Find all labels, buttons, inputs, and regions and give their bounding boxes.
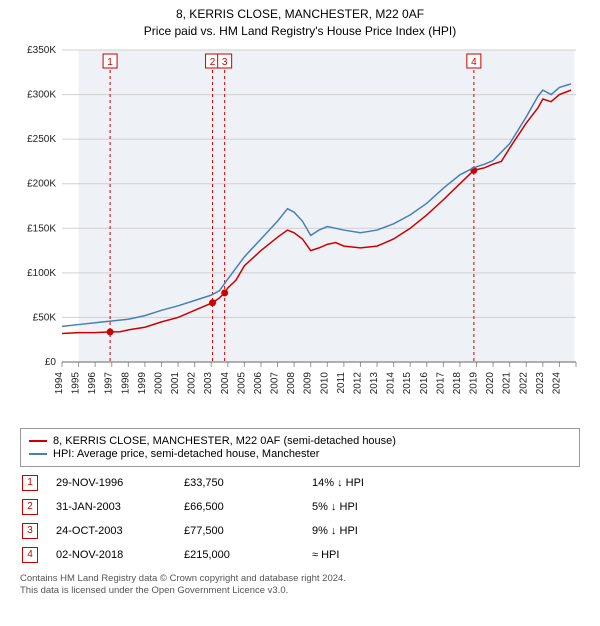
- chart-title: 8, KERRIS CLOSE, MANCHESTER, M22 0AF Pri…: [0, 6, 600, 40]
- svg-text:2002: 2002: [187, 371, 198, 394]
- event-date: 24-OCT-2003: [56, 525, 166, 537]
- svg-text:2011: 2011: [336, 371, 347, 393]
- event-row: 2 31-JAN-2003 £66,500 5% ↓ HPI: [20, 495, 580, 519]
- svg-text:£0: £0: [45, 357, 57, 368]
- svg-text:£50K: £50K: [33, 312, 57, 323]
- svg-text:1997: 1997: [104, 371, 115, 394]
- event-diff: ≈ HPI: [312, 549, 422, 561]
- event-marker: 1: [22, 475, 38, 491]
- svg-text:£100K: £100K: [27, 267, 56, 278]
- legend-swatch: [29, 453, 47, 455]
- title-subtitle: Price paid vs. HM Land Registry's House …: [0, 23, 600, 40]
- event-date: 29-NOV-1996: [56, 477, 166, 489]
- svg-text:2022: 2022: [518, 371, 529, 394]
- svg-text:2023: 2023: [535, 371, 546, 394]
- event-diff: 9% ↓ HPI: [312, 525, 422, 537]
- svg-text:2012: 2012: [352, 371, 363, 394]
- legend-swatch: [29, 440, 47, 442]
- svg-text:2016: 2016: [419, 371, 430, 394]
- svg-text:2008: 2008: [286, 371, 297, 394]
- svg-text:1996: 1996: [87, 371, 98, 394]
- svg-text:2024: 2024: [551, 371, 562, 394]
- event-table: 1 29-NOV-1996 £33,750 14% ↓ HPI 2 31-JAN-2003…: [20, 471, 580, 567]
- svg-text:1995: 1995: [71, 371, 82, 394]
- event-row: 3 24-OCT-2003 £77,500 9% ↓ HPI: [20, 519, 580, 543]
- svg-text:1994: 1994: [54, 371, 65, 394]
- legend-label: 8, KERRIS CLOSE, MANCHESTER, M22 0AF (se…: [53, 435, 396, 447]
- event-diff: 5% ↓ HPI: [312, 501, 422, 513]
- svg-text:£300K: £300K: [27, 89, 56, 100]
- svg-text:2014: 2014: [386, 371, 397, 394]
- svg-text:£250K: £250K: [27, 134, 56, 145]
- chart-svg: £0 £50K £100K £150K £200K £250K £300K £350K 1994…: [20, 46, 580, 422]
- svg-text:2000: 2000: [153, 371, 164, 394]
- event-marker: 2: [22, 499, 38, 515]
- event-price: £66,500: [184, 501, 294, 513]
- legend-row-hpi: HPI: Average price, semi-detached house,…: [29, 448, 571, 460]
- event-diff: 14% ↓ HPI: [312, 477, 422, 489]
- svg-text:2010: 2010: [319, 371, 330, 394]
- event-row: 1 29-NOV-1996 £33,750 14% ↓ HPI: [20, 471, 580, 495]
- svg-text:2007: 2007: [270, 371, 281, 394]
- svg-text:3: 3: [222, 57, 228, 68]
- event-price: £215,000: [184, 549, 294, 561]
- svg-text:2004: 2004: [220, 371, 231, 394]
- attribution-line-1: Contains HM Land Registry data © Crown c…: [20, 573, 580, 586]
- event-marker: 4: [22, 547, 38, 563]
- svg-text:2006: 2006: [253, 371, 264, 394]
- event-price: £33,750: [184, 477, 294, 489]
- svg-text:1998: 1998: [120, 371, 131, 394]
- svg-text:2005: 2005: [236, 371, 247, 394]
- svg-text:£150K: £150K: [27, 223, 56, 234]
- svg-text:2003: 2003: [203, 371, 214, 394]
- svg-text:4: 4: [471, 57, 477, 68]
- svg-text:2015: 2015: [402, 371, 413, 394]
- event-price: £77,500: [184, 525, 294, 537]
- event-date: 02-NOV-2018: [56, 549, 166, 561]
- event-marker: 3: [22, 523, 38, 539]
- svg-text:2: 2: [210, 57, 216, 68]
- svg-text:2017: 2017: [435, 371, 446, 394]
- svg-text:2009: 2009: [303, 371, 314, 394]
- attribution: Contains HM Land Registry data © Crown c…: [20, 573, 580, 599]
- chart-area: £0 £50K £100K £150K £200K £250K £300K £350K 1994…: [20, 46, 580, 422]
- legend: 8, KERRIS CLOSE, MANCHESTER, M22 0AF (se…: [20, 428, 580, 467]
- svg-text:2020: 2020: [485, 371, 496, 394]
- title-address: 8, KERRIS CLOSE, MANCHESTER, M22 0AF: [0, 6, 600, 23]
- legend-row-subject: 8, KERRIS CLOSE, MANCHESTER, M22 0AF (se…: [29, 435, 571, 447]
- svg-text:2018: 2018: [452, 371, 463, 394]
- event-row: 4 02-NOV-2018 £215,000 ≈ HPI: [20, 543, 580, 567]
- svg-text:1: 1: [107, 57, 113, 68]
- svg-text:2001: 2001: [170, 371, 181, 394]
- svg-text:2021: 2021: [502, 371, 513, 394]
- svg-text:£200K: £200K: [27, 178, 56, 189]
- legend-label: HPI: Average price, semi-detached house,…: [53, 448, 319, 460]
- svg-text:2013: 2013: [369, 371, 380, 394]
- svg-text:1999: 1999: [137, 371, 148, 394]
- attribution-line-2: This data is licensed under the Open Gov…: [20, 585, 580, 598]
- event-date: 31-JAN-2003: [56, 501, 166, 513]
- svg-text:2019: 2019: [469, 371, 480, 394]
- svg-text:£350K: £350K: [27, 46, 56, 56]
